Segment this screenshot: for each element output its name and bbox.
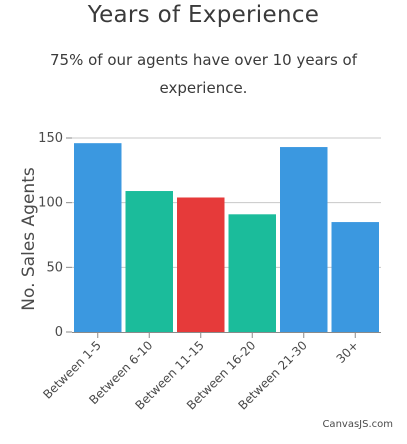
chart-title: Years of Experience bbox=[87, 2, 320, 28]
bar[interactable] bbox=[228, 214, 277, 332]
y-tick-label: 100 bbox=[38, 196, 63, 211]
bar[interactable] bbox=[331, 222, 380, 332]
bars bbox=[74, 143, 379, 332]
y-tick-label: 0 bbox=[55, 325, 63, 340]
canvasjs-credit-link[interactable]: CanvasJS.com bbox=[322, 419, 393, 430]
bar[interactable] bbox=[74, 143, 122, 332]
y-axis-ticks: 0 50 100 150 bbox=[38, 131, 72, 340]
bar[interactable] bbox=[177, 197, 225, 332]
chart-subtitle: 75% of our agents have over 10 years of … bbox=[49, 51, 358, 97]
y-axis-label: No. Sales Agents bbox=[19, 167, 39, 311]
y-tick-label: 150 bbox=[38, 131, 63, 146]
x-tick-label: 30+ bbox=[334, 338, 362, 366]
grid-lines bbox=[72, 137, 381, 268]
bar[interactable] bbox=[280, 147, 328, 332]
y-tick-label: 50 bbox=[46, 260, 63, 275]
bar[interactable] bbox=[125, 191, 174, 332]
